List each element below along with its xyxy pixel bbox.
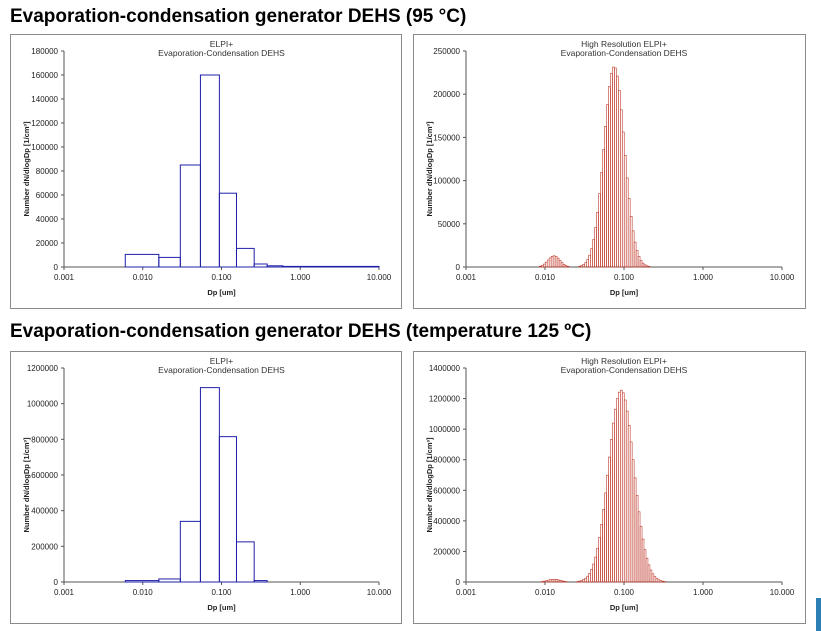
y-tick-label: 200000 <box>433 90 460 99</box>
x-axis-label: Dp [um] <box>207 603 236 612</box>
x-tick-label: 10.000 <box>770 273 795 282</box>
histogram-bar <box>218 192 237 268</box>
y-tick-label: 1200000 <box>429 395 461 404</box>
y-tick-label: 40000 <box>36 215 59 224</box>
chart-panel-hr-elpi-95c: High Resolution ELPI+ Evaporation-Condens… <box>413 34 806 309</box>
chart-title-line: Evaporation-Condensation DEHS <box>561 48 688 58</box>
x-tick-label: 1.000 <box>290 588 311 597</box>
histogram-bar <box>199 74 220 268</box>
x-tick-label: 0.010 <box>535 273 556 282</box>
x-axis-label: Dp [um] <box>207 288 236 297</box>
histogram-bar <box>124 253 160 268</box>
y-tick-label: 60000 <box>36 191 59 200</box>
histogram-bar <box>235 247 255 268</box>
y-tick-label: 120000 <box>31 119 58 128</box>
y-axis-label: Number dN/dlogDp [1/cm³] <box>425 121 434 217</box>
x-tick-label: 0.010 <box>133 588 154 597</box>
chart-panel-elpi-95c: ELPI+ Evaporation-Condensation DEHS 0 20000… <box>10 34 402 309</box>
chart-title-line: High Resolution ELPI+ <box>581 356 667 366</box>
y-tick-label: 150000 <box>433 133 460 142</box>
y-tick-label: 100000 <box>433 177 460 186</box>
histogram-bar <box>253 580 268 583</box>
y-tick-label: 140000 <box>31 95 58 104</box>
x-tick-label: 10.000 <box>367 588 392 597</box>
y-tick-label: 200000 <box>433 547 460 556</box>
section-title-125c: Evaporation-condensation generator DEHS … <box>10 321 592 342</box>
y-tick-label: 600000 <box>433 486 460 495</box>
chart-hr-elpi-125c: High Resolution ELPI+Evaporation-Condens… <box>425 356 795 612</box>
y-tick-label: 80000 <box>36 167 59 176</box>
x-tick-label: 1.000 <box>693 273 714 282</box>
y-axis-label: Number dN/dlogDp [1/cm³] <box>22 121 31 217</box>
y-tick-label: 400000 <box>433 517 460 526</box>
chart-title-line: Evaporation-Condensation DEHS <box>158 365 285 375</box>
x-tick-label: 1.000 <box>290 273 311 282</box>
x-tick-label: 0.100 <box>614 588 635 597</box>
y-axis-label: Number dN/dlogDp [1/cm³] <box>22 437 31 533</box>
chart-title-line: High Resolution ELPI+ <box>581 39 667 49</box>
histogram-bar <box>663 581 667 583</box>
chart-title-line: Evaporation-Condensation DEHS <box>561 365 688 375</box>
y-tick-label: 200000 <box>31 542 58 551</box>
y-tick-label: 250000 <box>433 47 460 56</box>
y-tick-label: 0 <box>54 263 59 272</box>
y-tick-label: 400000 <box>31 507 58 516</box>
y-tick-label: 0 <box>456 578 461 587</box>
histogram-bar <box>158 256 181 268</box>
x-tick-label: 0.001 <box>54 588 75 597</box>
chart-elpi-95c: ELPI+Evaporation-Condensation DEHS 0 20000… <box>22 39 392 297</box>
x-tick-label: 10.000 <box>367 273 392 282</box>
chart-hr-elpi-95c: High Resolution ELPI+Evaporation-Condens… <box>425 39 795 297</box>
y-tick-label: 100000 <box>31 143 58 152</box>
y-axis-label: Number dN/dlogDp [1/cm³] <box>425 437 434 533</box>
x-tick-label: 0.001 <box>456 273 477 282</box>
chart-elpi-125c: ELPI+Evaporation-Condensation DEHS 0 20000… <box>22 356 392 612</box>
x-tick-label: 0.100 <box>614 273 635 282</box>
histogram-bar <box>647 266 651 268</box>
histogram-bar <box>179 520 201 583</box>
x-tick-label: 0.100 <box>211 273 232 282</box>
y-tick-label: 20000 <box>36 239 59 248</box>
y-tick-label: 160000 <box>31 71 58 80</box>
accent-bar <box>816 598 821 631</box>
chart-panel-hr-elpi-125c: High Resolution ELPI+ Evaporation-Condens… <box>413 351 806 624</box>
y-tick-label: 1400000 <box>429 364 461 373</box>
y-tick-label: 1000000 <box>429 425 461 434</box>
chart-title-line: Evaporation-Condensation DEHS <box>158 48 285 58</box>
chart-title-line: ELPI+ <box>210 39 233 49</box>
x-tick-label: 0.001 <box>54 273 75 282</box>
y-tick-label: 180000 <box>31 47 58 56</box>
y-tick-label: 800000 <box>31 435 58 444</box>
x-tick-label: 0.001 <box>456 588 477 597</box>
histogram-bar <box>566 265 570 268</box>
histogram-bar <box>179 164 201 268</box>
histogram-bar <box>266 265 284 268</box>
histogram-bar <box>158 578 181 583</box>
histogram-bar <box>199 387 220 583</box>
y-tick-label: 50000 <box>438 220 461 229</box>
y-tick-label: 0 <box>54 578 59 587</box>
x-tick-label: 0.010 <box>133 273 154 282</box>
y-tick-label: 1200000 <box>27 364 59 373</box>
y-tick-label: 800000 <box>433 456 460 465</box>
y-tick-label: 0 <box>456 263 461 272</box>
histogram-bar <box>218 436 237 583</box>
x-axis-label: Dp [um] <box>610 288 639 297</box>
x-tick-label: 0.100 <box>211 588 232 597</box>
x-tick-label: 0.010 <box>535 588 556 597</box>
y-tick-label: 1000000 <box>27 400 59 409</box>
x-axis-label: Dp [um] <box>610 603 639 612</box>
histogram-bar <box>253 263 268 268</box>
x-tick-label: 1.000 <box>693 588 714 597</box>
y-tick-label: 600000 <box>31 471 58 480</box>
x-tick-label: 10.000 <box>770 588 795 597</box>
chart-title-line: ELPI+ <box>210 356 233 366</box>
section-title-95c: Evaporation-condensation generator DEHS … <box>10 6 467 27</box>
chart-panel-elpi-125c: ELPI+ Evaporation-Condensation DEHS 0 20000… <box>10 351 402 624</box>
histogram-bar <box>282 265 380 268</box>
histogram-bar <box>235 541 255 583</box>
histogram-bar <box>124 580 160 583</box>
